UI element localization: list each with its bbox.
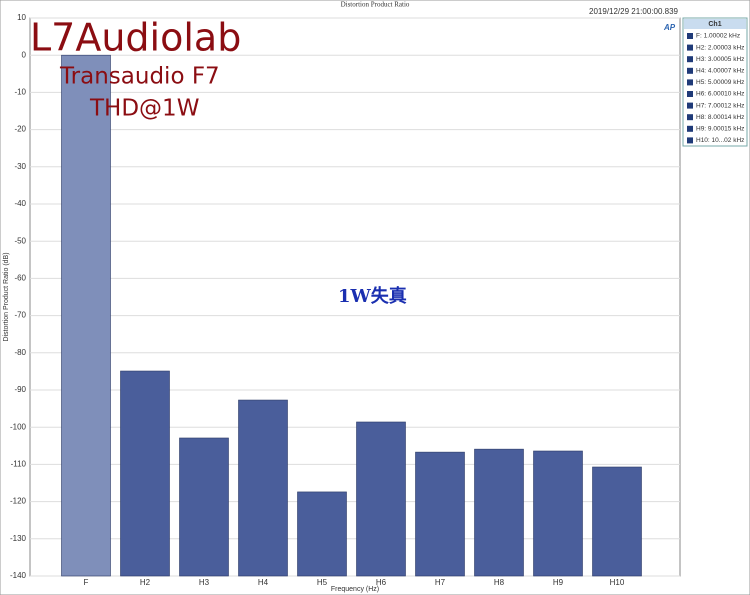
- x-tick-label: H4: [258, 578, 269, 587]
- legend-swatch: [687, 56, 693, 63]
- legend-entry: H3: 3.00005 kHz: [696, 56, 744, 63]
- bar: [238, 399, 288, 577]
- y-tick-label: -50: [14, 236, 26, 245]
- legend-swatch: [687, 137, 693, 144]
- legend-swatch: [687, 114, 693, 121]
- y-tick-label: -130: [10, 534, 27, 543]
- bars: F H2 H3 H4 H5 H6 H7 H8 H9 H10: [61, 54, 642, 587]
- x-tick-label: H6: [376, 578, 387, 587]
- bar: [474, 448, 524, 577]
- y-tick-label: -40: [14, 199, 26, 208]
- y-tick-label: -30: [14, 162, 26, 171]
- watermark-model: Transaudio F7: [59, 64, 220, 90]
- legend-swatch: [687, 44, 693, 51]
- chart-title: Distortion Product Ratio: [341, 1, 410, 9]
- watermark-title: L7Audiolab: [30, 16, 241, 60]
- bar: [415, 451, 465, 577]
- y-tick-label: -90: [14, 385, 26, 394]
- legend-title: Ch1: [708, 21, 721, 28]
- y-tick-label: 10: [17, 13, 26, 22]
- y-tick-label: -20: [14, 125, 26, 134]
- y-tick-label: -60: [14, 274, 26, 283]
- logo: AP: [663, 23, 676, 32]
- x-tick-label: H5: [317, 578, 328, 587]
- legend-entry: H2: 2.00003 kHz: [696, 44, 744, 51]
- bar: [179, 437, 229, 577]
- y-tick-label: -140: [10, 571, 27, 580]
- x-axis-label: Frequency (Hz): [331, 586, 379, 593]
- watermark-test: THD@1W: [89, 96, 199, 122]
- legend-header: [684, 19, 746, 29]
- x-tick-label: H9: [553, 578, 564, 587]
- legend-swatch: [687, 67, 693, 74]
- bar: [356, 421, 406, 577]
- y-tick-label: -80: [14, 348, 26, 357]
- y-tick-label: -100: [10, 422, 27, 431]
- y-tick-label: 0: [22, 50, 27, 59]
- y-tick-label: -70: [14, 311, 26, 320]
- y-tick-label: -10: [14, 88, 26, 97]
- bar: [297, 491, 347, 577]
- legend-entries: F: 1.00002 kHz H2: 2.00003 kHz H3: 3.00005…: [687, 33, 744, 144]
- timestamp: 2019/12/29 21:00:00.839: [589, 7, 679, 16]
- legend-entry: H6: 6.00010 kHz: [696, 91, 744, 98]
- bar: [120, 370, 170, 577]
- x-tick-label: H2: [140, 578, 151, 587]
- bar: [533, 450, 583, 577]
- y-axis-label: Distortion Product Ratio (dB): [3, 252, 10, 341]
- x-tick-label: H10: [610, 578, 625, 587]
- y-tick-label: -120: [10, 497, 27, 506]
- legend-entry: H5: 5.00009 kHz: [696, 79, 744, 86]
- x-tick-label: H3: [199, 578, 210, 587]
- x-tick-label: F: [84, 578, 89, 587]
- legend-entry: H8: 8.00014 kHz: [696, 114, 744, 121]
- legend-swatch: [687, 79, 693, 86]
- legend-swatch: [687, 91, 693, 97]
- legend-swatch: [687, 125, 693, 132]
- legend-entry: F: 1.00002 kHz: [696, 33, 740, 40]
- legend-entry: H9: 9.00015 kHz: [696, 126, 744, 133]
- annotation: 1W失真: [338, 285, 407, 307]
- x-tick-label: H8: [494, 578, 505, 587]
- legend-swatch: [687, 102, 693, 109]
- legend-swatch: [687, 33, 693, 39]
- legend-entry: H4: 4.00007 kHz: [696, 68, 744, 75]
- y-tick-label: -110: [11, 460, 27, 469]
- legend-entry: H7: 7.00012 kHz: [696, 102, 744, 109]
- bar: [592, 466, 642, 577]
- x-tick-label: H7: [435, 578, 446, 587]
- legend: [682, 17, 748, 147]
- bar: [61, 54, 111, 577]
- legend-entry: H10: 10...02 kHz: [696, 137, 744, 144]
